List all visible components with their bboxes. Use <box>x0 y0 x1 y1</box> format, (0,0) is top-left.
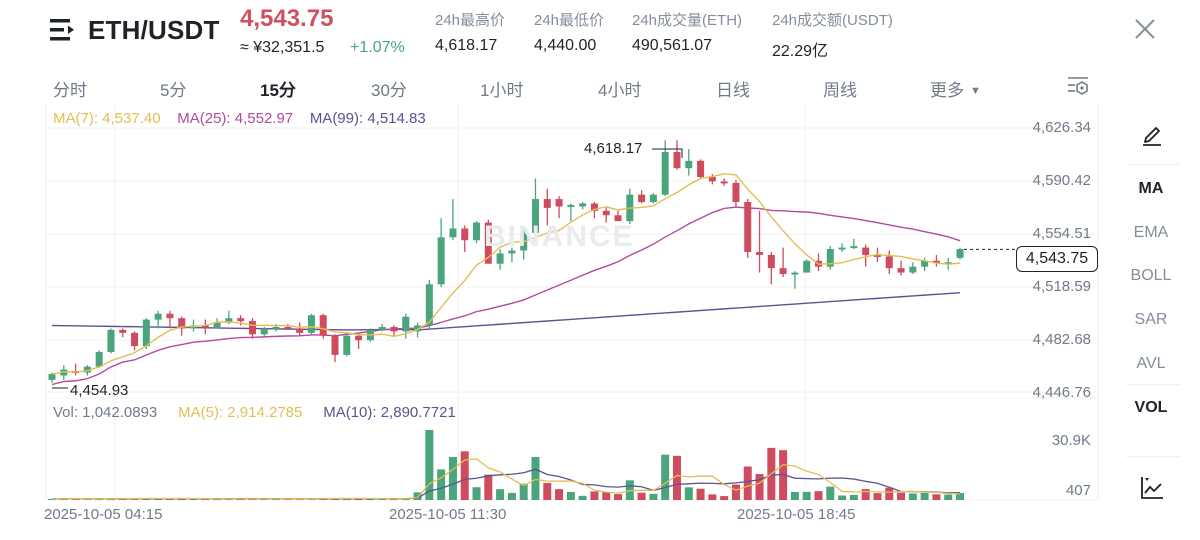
time-tick: 2025-10-05 11:30 <box>389 506 507 523</box>
volume-tick: 407 <box>1065 482 1091 499</box>
stat-label: 24h最高价 <box>435 12 506 29</box>
pencil-icon[interactable] <box>1140 122 1164 146</box>
change-percent: +1.07% <box>350 39 405 56</box>
volume-legend: Vol: 1,042.0893 MA(5): 2,914.2785 MA(10)… <box>53 404 456 421</box>
indicator-ma[interactable]: MA <box>1138 180 1164 197</box>
tab-1h[interactable]: 1小时 <box>480 81 524 100</box>
ma-legend: MA(7): 4,537.40 MA(25): 4,552.97 MA(99):… <box>53 110 426 127</box>
stat-24h-high: 24h最高价 4,618.17 <box>435 9 505 55</box>
price-tick: 4,482.68 <box>1032 331 1091 348</box>
vol-ma10-value: MA(10): 2,890.7721 <box>323 404 456 421</box>
tab-15m[interactable]: 15分 <box>260 81 296 100</box>
last-price: 4,543.75 <box>240 5 334 32</box>
close-icon[interactable] <box>1134 18 1156 40</box>
pair-title[interactable]: ETH/USDT <box>88 15 220 45</box>
ma99-value: MA(99): 4,514.83 <box>309 110 426 127</box>
stat-value: 4,618.17 <box>435 37 498 54</box>
menu-icon[interactable] <box>50 18 76 42</box>
caret-down-icon: ▼ <box>970 85 981 97</box>
stat-label: 24h最低价 <box>534 12 605 29</box>
stat-label: 24h成交量(ETH) <box>632 12 743 29</box>
time-tick: 2025-10-05 18:45 <box>737 506 856 523</box>
stat-value: 490,561.07 <box>632 37 713 54</box>
watermark-logo: BINANCE <box>484 220 635 253</box>
candlestick-chart[interactable] <box>0 100 1100 540</box>
low-annotation: 4,454.93 <box>70 382 129 399</box>
tab-1d[interactable]: 日线 <box>716 81 750 100</box>
vol-value: Vol: 1,042.0893 <box>53 404 158 421</box>
ma25-value: MA(25): 4,552.97 <box>177 110 294 127</box>
indicator-sar[interactable]: SAR <box>1134 311 1168 328</box>
stat-24h-low: 24h最低价 4,440.00 <box>534 9 604 55</box>
stat-value: 22.29亿 <box>772 43 829 60</box>
ma7-value: MA(7): 4,537.40 <box>53 110 161 127</box>
tab-timeline[interactable]: 分时 <box>53 81 87 100</box>
tab-30m[interactable]: 30分 <box>371 81 407 100</box>
chart-settings-icon[interactable] <box>1066 75 1090 97</box>
vol-ma5-value: MA(5): 2,914.2785 <box>178 404 303 421</box>
tab-more-label: 更多 <box>930 81 964 100</box>
price-tick: 4,626.34 <box>1032 119 1091 136</box>
time-tick: 2025-10-05 04:15 <box>44 506 163 523</box>
line-chart-icon[interactable] <box>1140 476 1164 500</box>
indicator-boll[interactable]: BOLL <box>1130 267 1172 284</box>
timeframe-tabs: 分时 5分 15分 30分 1小时 4小时 日线 周线 更多 ▼ <box>0 72 1100 102</box>
tab-5m[interactable]: 5分 <box>160 81 187 100</box>
indicator-avl[interactable]: AVL <box>1136 355 1166 372</box>
stat-24h-turnover: 24h成交额(USDT) 22.29亿 <box>772 9 893 61</box>
divider <box>1126 456 1180 457</box>
cny-price: ≈ ¥32,351.5 <box>240 39 325 56</box>
stat-24h-volume: 24h成交量(ETH) 490,561.07 <box>632 9 742 55</box>
current-price-tag: 4,543.75 <box>1016 246 1098 272</box>
tab-1w[interactable]: 周线 <box>823 81 857 100</box>
indicator-vol[interactable]: VOL <box>1134 399 1168 416</box>
stat-value: 4,440.00 <box>534 37 597 54</box>
price-tick: 4,590.42 <box>1032 172 1091 189</box>
divider <box>1126 164 1180 165</box>
price-tick: 4,554.51 <box>1032 225 1091 242</box>
stat-label: 24h成交额(USDT) <box>772 12 893 29</box>
price-tick: 4,446.76 <box>1032 384 1091 401</box>
volume-tick: 30.9K <box>1051 432 1091 449</box>
divider <box>1126 384 1180 385</box>
tab-4h[interactable]: 4小时 <box>598 81 642 100</box>
indicator-ema[interactable]: EMA <box>1133 224 1169 241</box>
high-annotation: 4,618.17 <box>584 140 643 157</box>
price-tick: 4,518.59 <box>1032 278 1091 295</box>
tab-more[interactable]: 更多 ▼ <box>930 76 981 101</box>
